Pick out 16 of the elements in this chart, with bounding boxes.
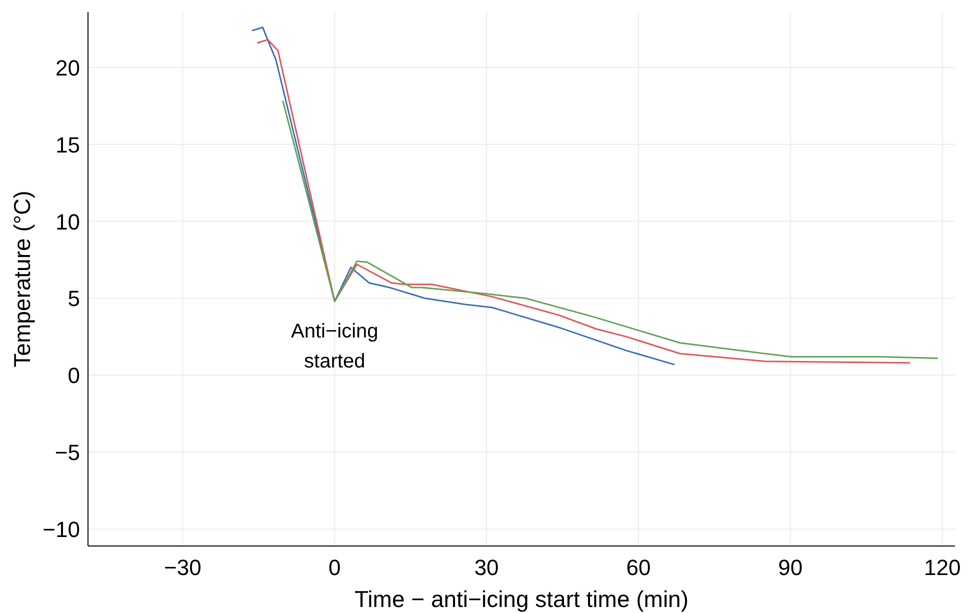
y-axis-title: Temperature (°C) — [9, 190, 35, 368]
y-tick-label: 5 — [68, 286, 80, 312]
y-tick-label: −10 — [42, 517, 80, 542]
x-tick-label: 90 — [778, 555, 803, 580]
y-tick-label: 10 — [56, 209, 80, 234]
y-tick-label: 20 — [56, 55, 80, 80]
y-tick-label: −5 — [54, 440, 80, 466]
x-tick-label: 30 — [474, 555, 499, 580]
annotation: Anti−icing started — [290, 320, 378, 372]
x-tick-label: 120 — [924, 555, 961, 580]
y-tick-label: 0 — [68, 363, 80, 388]
x-tick-label: −30 — [164, 555, 202, 580]
y-tick-label: 15 — [56, 132, 80, 158]
x-tick-label: 0 — [328, 555, 341, 580]
x-axis-title: Time − anti−icing start time (min) — [354, 586, 689, 612]
x-tick-label: 60 — [626, 555, 651, 580]
